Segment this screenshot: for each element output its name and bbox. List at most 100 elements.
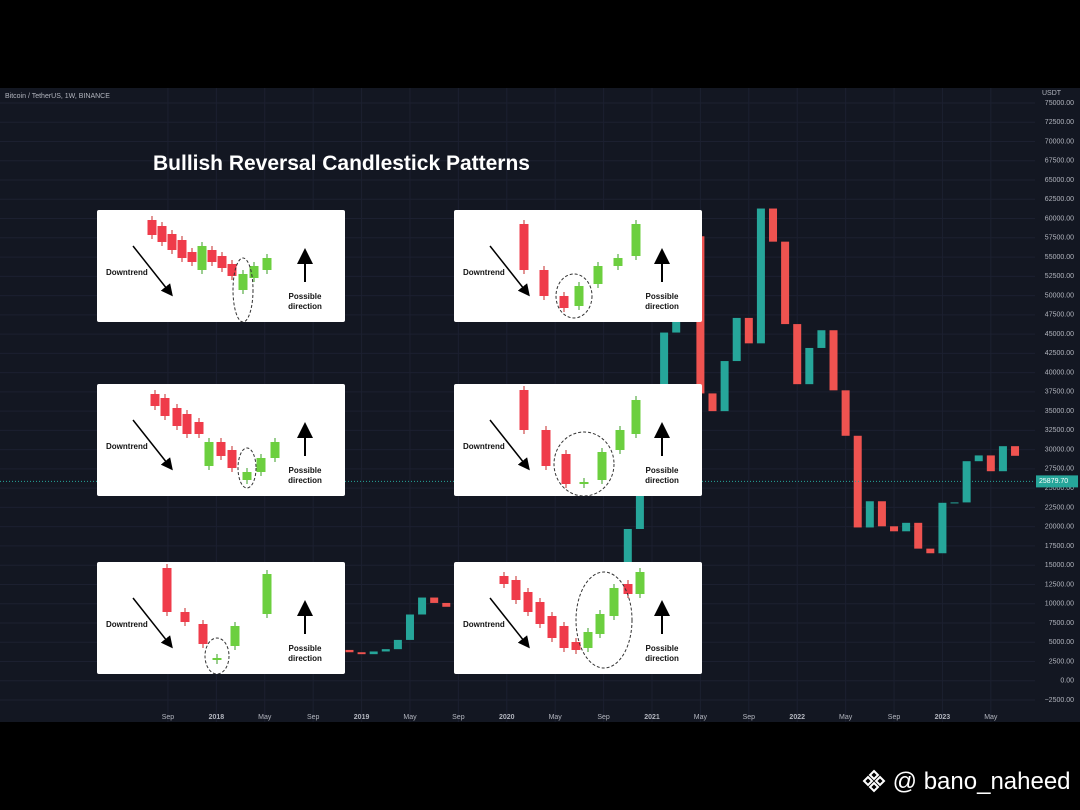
pattern-candle [180,612,190,622]
candle [660,332,669,426]
downtrend-arrow [489,245,530,297]
pattern-candle [204,442,214,466]
pattern-candle [238,274,248,290]
pattern-candle [162,568,172,612]
pattern-candle [635,572,645,594]
candle [938,502,947,554]
pattern-panel: Downtrend Possible direction [97,210,345,322]
candle [902,522,911,532]
direction-label: Possible direction [288,292,322,311]
y-tick-label: 5000.00 [1049,639,1074,646]
y-tick-label: −2500.00 [1045,697,1074,704]
pattern-candle [256,458,266,472]
pattern-candle [559,626,569,648]
pattern-candle [631,224,641,256]
y-tick-label: 27500.00 [1045,466,1074,473]
pattern-candle [217,256,227,268]
y-tick-label: 67500.00 [1045,158,1074,165]
pattern-panel: Downtrend Possible direction [454,210,702,322]
y-tick-label: 50000.00 [1045,292,1074,299]
downtrend-arrow [489,419,530,471]
pattern-candle [519,224,529,270]
downtrend-arrow [132,597,173,649]
x-tick-label: May [403,714,417,721]
y-tick-label: 62500.00 [1045,196,1074,203]
pattern-highlight [553,431,615,496]
x-tick-label: 2021 [644,714,660,721]
y-tick-label: 17500.00 [1045,543,1074,550]
last-price-label: 25879.70 [1039,478,1068,485]
downtrend-label: Downtrend [463,442,505,451]
y-tick-label: 40000.00 [1045,369,1074,376]
candle [418,597,427,615]
pattern-candle [615,430,625,450]
candle [793,324,802,385]
watermark: @ bano_naheed [862,768,1071,796]
candle [769,208,778,242]
x-tick-label: May [258,714,272,721]
pattern-candle [499,576,509,584]
y-tick-label: 15000.00 [1045,562,1074,569]
candle [890,526,899,532]
y-tick-label: 65000.00 [1045,177,1074,184]
y-tick-label: 30000.00 [1045,446,1074,453]
pattern-highlight [575,571,633,669]
pattern-candle [147,220,157,235]
pattern-highlight [237,447,257,489]
pattern-candle [182,414,192,434]
pattern-candle [593,266,603,284]
pattern-candle [631,400,641,434]
chart-title: Bullish Reversal Candlestick Patterns [153,152,530,175]
downtrend-label: Downtrend [106,442,148,451]
x-tick-label: Sep [162,714,175,721]
y-tick-label: 57500.00 [1045,235,1074,242]
y-tick-label: 52500.00 [1045,273,1074,280]
pattern-candle [623,584,633,594]
pattern-drawing [132,564,313,674]
candle [623,528,632,575]
pattern-panel: Downtrend Possible direction [454,562,702,674]
pattern-candle [242,472,252,480]
pattern-candle [519,390,529,430]
pattern-candle [574,286,584,306]
x-tick-label: May [984,714,998,721]
x-tick-label: 2022 [789,714,805,721]
y-tick-label: 20000.00 [1045,524,1074,531]
pattern-candle [539,270,549,296]
candle [1011,446,1020,456]
direction-label: Possible direction [645,292,679,311]
pattern-candle [609,588,619,616]
pattern-candle [547,616,557,638]
y-tick-label: 22500.00 [1045,504,1074,511]
downtrend-label: Downtrend [106,268,148,277]
pattern-candle [561,454,571,484]
pattern-candle [194,422,204,434]
candle [877,501,886,527]
candle [756,208,765,344]
x-tick-label: May [839,714,853,721]
pattern-drawing [489,386,670,496]
candle [974,455,983,462]
y-tick-label: 70000.00 [1045,138,1074,145]
pattern-candle [216,442,226,456]
x-tick-label: Sep [743,714,756,721]
candle [369,651,378,655]
y-tick-label: 35000.00 [1045,408,1074,415]
pattern-candle [230,626,240,646]
y-tick-label: 45000.00 [1045,331,1074,338]
y-tick-label: 0.00 [1060,678,1074,685]
y-tick-label: 60000.00 [1045,215,1074,222]
pattern-candle [150,394,160,406]
pattern-drawing [489,220,670,319]
pattern-candle [227,264,237,276]
candle [853,435,862,528]
pattern-highlight [555,273,593,319]
downtrend-arrow [132,419,173,471]
currency-label: USDT [1042,90,1062,97]
pattern-panel: Downtrend Possible direction [454,384,702,496]
candle [405,614,414,640]
y-tick-label: 75000.00 [1045,100,1074,107]
y-tick-label: 47500.00 [1045,312,1074,319]
pattern-candle [535,602,545,624]
pattern-candle [583,632,593,648]
